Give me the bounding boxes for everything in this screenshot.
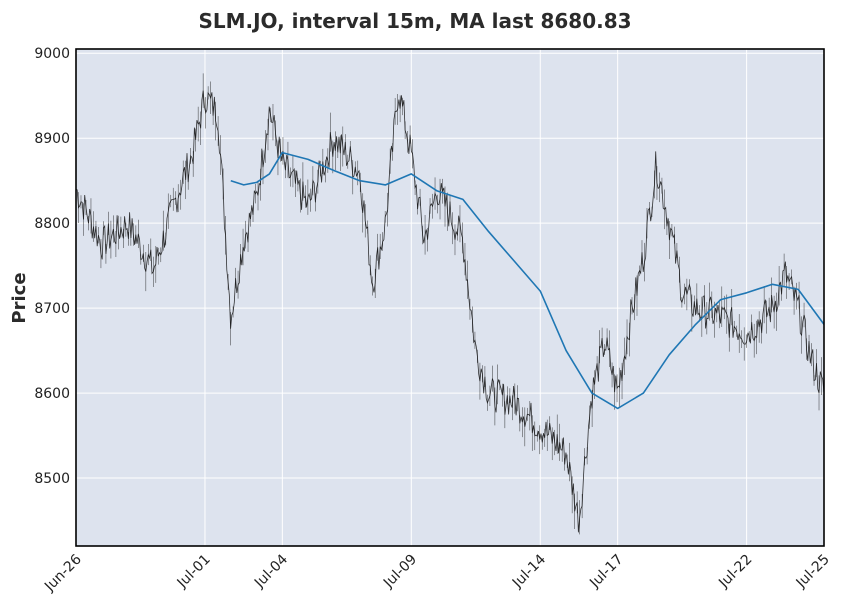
ma-line (230, 151, 825, 410)
x-tick-label: Jul-09 (380, 552, 420, 592)
y-tick-label: 8500 (34, 471, 70, 487)
y-axis-ticks: 8500 8600 8700 8800 8900 9000 (34, 46, 70, 487)
y-tick-label: 8700 (34, 301, 70, 317)
x-tick-label: Jul-01 (174, 552, 214, 592)
y-tick-label: 8900 (34, 131, 70, 147)
moving-average-series (230, 151, 825, 410)
x-tick-label: Jul-25 (793, 552, 833, 592)
x-tick-label: Jun-26 (41, 551, 85, 595)
chart-title: SLM.JO, interval 15m, MA last 8680.83 (198, 9, 631, 33)
x-tick-label: Jul-17 (586, 552, 626, 592)
y-tick-label: 8800 (34, 216, 70, 232)
x-tick-label: Jul-14 (509, 551, 549, 591)
y-tick-label: 8600 (34, 386, 70, 402)
price-series (75, 73, 825, 535)
y-axis-label: Price (9, 272, 30, 323)
grid-lines (75, 49, 825, 546)
x-axis-ticks: Jun-26 Jul-01 Jul-04 Jul-09 Jul-14 Jul-17 Jul-… (41, 551, 833, 595)
y-tick-label: 9000 (34, 46, 70, 62)
x-tick-label: Jul-04 (251, 551, 291, 591)
plot-frame (75, 48, 825, 547)
x-tick-label: Jul-22 (715, 552, 755, 592)
